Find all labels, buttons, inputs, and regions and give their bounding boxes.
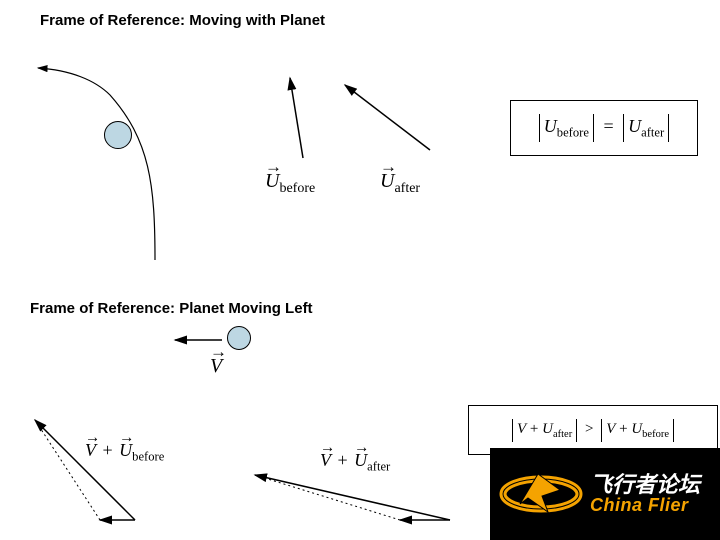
section1-title: Frame of Reference: Moving with Planet — [40, 12, 325, 29]
vu-before-label: V + Ubefore — [85, 440, 164, 465]
vu-after-solid1 — [255, 475, 450, 520]
eq2-op: > — [585, 421, 593, 437]
planet-1 — [104, 121, 132, 149]
equation-1-box: Ubefore = Uafter — [510, 100, 698, 156]
vu-after-label: V + Uafter — [320, 450, 390, 475]
watermark-logo: 飞行者论坛 China Flier — [490, 448, 720, 540]
u-before-arrow — [290, 78, 303, 158]
v-label: V — [210, 355, 222, 378]
trajectory-curve — [38, 68, 155, 260]
logo-main-text: 飞行者论坛 — [590, 474, 700, 496]
u-before-label: Ubefore — [265, 170, 315, 197]
eq1-op: = — [603, 116, 613, 136]
vu-after-dotted — [255, 475, 400, 520]
logo-ring-icon — [498, 454, 584, 534]
logo-sub-text: China Flier — [590, 496, 700, 515]
u-after-arrow — [345, 85, 430, 150]
section2-title: Frame of Reference: Planet Moving Left — [30, 300, 313, 317]
planet-2 — [227, 326, 251, 350]
u-after-label: Uafter — [380, 170, 420, 197]
